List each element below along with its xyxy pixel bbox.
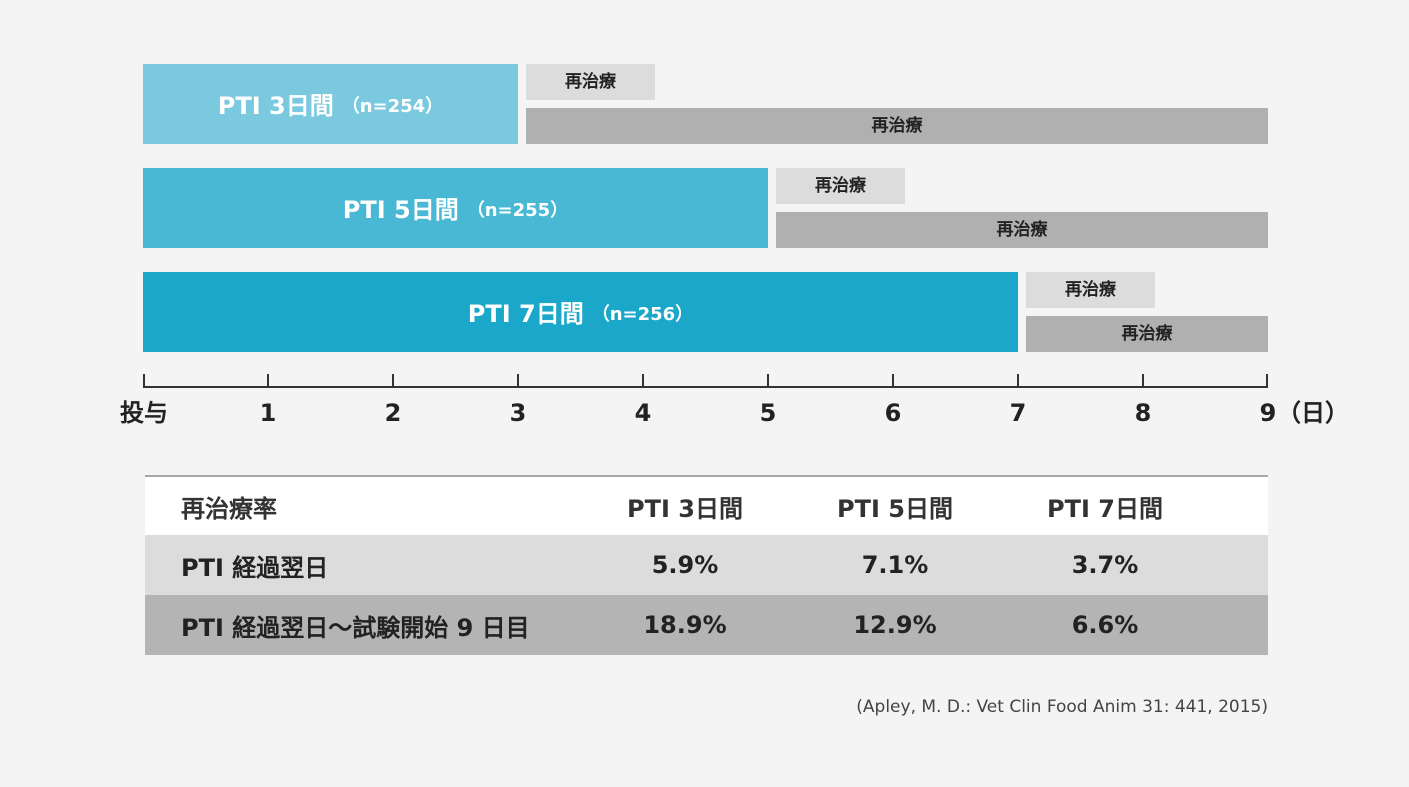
retreatment-short-bar bbox=[526, 64, 655, 100]
treatment-bar-label: PTI 3日間 （n=254） bbox=[218, 92, 443, 120]
retreatment-long-bar bbox=[526, 108, 1268, 144]
table-header-row: 再治療率 PTI 3日間 PTI 5日間 PTI 7日間 bbox=[145, 477, 1268, 535]
retreatment-rate-table: 再治療率 PTI 3日間 PTI 5日間 PTI 7日間 PTI 経過翌日 5.… bbox=[145, 475, 1268, 655]
table-header-label: 再治療率 bbox=[181, 494, 277, 523]
x-tick-label: 6 bbox=[885, 399, 902, 427]
retreatment-long-bar bbox=[1026, 316, 1268, 352]
x-axis-unit: （日） bbox=[1277, 399, 1349, 427]
x-tick-label: 3 bbox=[510, 399, 527, 427]
treatment-bar bbox=[143, 168, 768, 248]
table-cell: 12.9% bbox=[853, 611, 937, 639]
retreatment-short-label: 再治療 bbox=[815, 175, 867, 196]
retreatment-short-label: 再治療 bbox=[565, 71, 617, 92]
x-tick-label: 7 bbox=[1010, 399, 1027, 427]
table-cell: 18.9% bbox=[643, 611, 727, 639]
treatment-bar bbox=[143, 272, 1018, 352]
x-tick-label: 8 bbox=[1135, 399, 1152, 427]
source-citation: (Apley, M. D.: Vet Clin Food Anim 31: 44… bbox=[856, 697, 1268, 717]
table-header-column: PTI 3日間 bbox=[627, 494, 743, 523]
treatment-bar bbox=[143, 64, 518, 144]
treatment-bar-label: PTI 7日間 （n=256） bbox=[468, 300, 693, 328]
table-row: PTI 経過翌日 5.9% 7.1% 3.7% bbox=[145, 535, 1268, 595]
x-tick-label: 2 bbox=[385, 399, 402, 427]
table-cell: 5.9% bbox=[651, 551, 719, 579]
treatment-bar-label: PTI 5日間 （n=255） bbox=[343, 196, 568, 224]
table-cell: 6.6% bbox=[1071, 611, 1139, 639]
table-row: PTI 経過翌日～試験開始 9 日目 18.9% 12.9% 6.6% bbox=[145, 595, 1268, 655]
retreatment-long-bar bbox=[776, 212, 1268, 248]
x-tick-label: 投与 bbox=[120, 399, 168, 427]
retreatment-short-bar bbox=[776, 168, 905, 204]
table-cell: 3.7% bbox=[1071, 551, 1139, 579]
retreatment-long-label: 再治療 bbox=[997, 219, 1049, 240]
x-tick-label: 1 bbox=[260, 399, 277, 427]
retreatment-long-label: 再治療 bbox=[872, 115, 924, 136]
table-row-label: PTI 経過翌日～試験開始 9 日目 bbox=[181, 613, 530, 642]
x-tick-label: 9 bbox=[1260, 399, 1277, 427]
x-tick-label: 5 bbox=[760, 399, 777, 427]
retreatment-short-label: 再治療 bbox=[1065, 279, 1117, 300]
x-tick-label: 4 bbox=[635, 399, 652, 427]
retreatment-long-label: 再治療 bbox=[1122, 323, 1174, 344]
table-cell: 7.1% bbox=[861, 551, 929, 579]
retreatment-short-bar bbox=[1026, 272, 1155, 308]
table-row-label: PTI 経過翌日 bbox=[181, 553, 329, 582]
table-header-column: PTI 5日間 bbox=[837, 494, 953, 523]
table-header-column: PTI 7日間 bbox=[1047, 494, 1163, 523]
